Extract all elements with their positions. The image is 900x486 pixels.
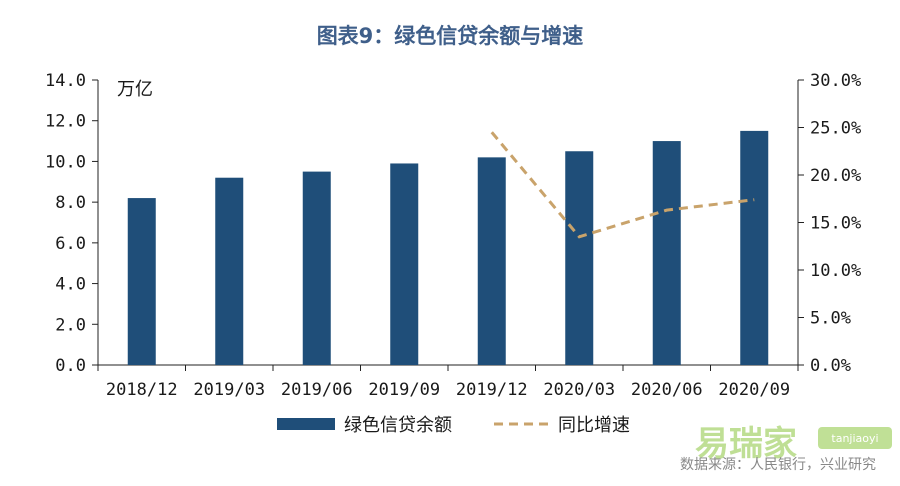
bar [215,177,244,365]
growth-line [490,131,755,239]
bar [302,171,331,365]
bar [565,151,594,365]
watermark-logo: 易瑞家 [695,424,797,464]
x-axis-tick-label: 2020/03 [543,380,615,400]
bar [390,163,419,365]
left-axis-tick-label: 0.0 [55,356,86,376]
watermark: 易瑞家 tanjiaoyi [695,424,892,464]
line-series [490,131,755,239]
x-axis-tick-label: 2020/06 [631,380,703,400]
x-axis-tick-label: 2018/12 [106,380,178,400]
left-y-axis: 0.0 2.0 4.0 6.0 8.0 10.0 12.0 14.0 [45,71,99,376]
bar [477,157,506,365]
right-axis-tick-label: 0.0% [810,356,851,376]
right-y-axis: 0.0% 5.0% 10.0% 15.0% 20.0% 25.0% 30.0% [797,71,861,376]
x-axis-tick-label: 2019/09 [368,380,440,400]
right-axis-tick-label: 5.0% [810,309,851,329]
bar [127,198,156,365]
watermark-tag: tanjiaoyi [831,432,878,445]
left-axis-unit: 万亿 [117,79,153,100]
right-axis-tick-label: 20.0% [810,166,861,186]
left-axis-tick-label: 8.0 [55,193,86,213]
x-axis-tick-label: 2019/06 [281,380,353,400]
legend-swatch-balance [277,418,335,430]
right-axis-tick-label: 30.0% [810,71,861,91]
x-axis-tick-label: 2019/03 [193,380,265,400]
left-axis-tick-label: 4.0 [55,275,86,295]
legend-label-balance: 绿色信贷余额 [344,415,452,436]
bar [740,130,769,365]
bar [652,141,681,365]
left-axis-tick-label: 14.0 [45,71,86,91]
bar-series [127,130,769,365]
right-axis-tick-label: 15.0% [810,214,861,234]
left-axis-tick-label: 10.0 [45,152,86,172]
legend: 绿色信贷余额 同比增速 [277,415,630,436]
watermark-tag-bg [818,427,892,449]
x-axis-tick-label: 2019/12 [456,380,528,400]
x-axis-tick-label: 2020/09 [718,380,790,400]
chart-title: 图表9：绿色信贷余额与增速 [317,24,584,48]
left-axis-tick-label: 6.0 [55,234,86,254]
x-axis: 2018/12 2019/03 2019/06 2019/09 2019/12 2020/… [97,364,799,400]
left-axis-tick-label: 12.0 [45,112,86,132]
right-axis-tick-label: 10.0% [810,261,861,281]
legend-label-growth: 同比增速 [558,415,630,436]
left-axis-tick-label: 2.0 [55,315,86,335]
right-axis-tick-label: 25.0% [810,119,861,139]
source-note: 数据来源：人民银行，兴业研究 [680,457,876,473]
